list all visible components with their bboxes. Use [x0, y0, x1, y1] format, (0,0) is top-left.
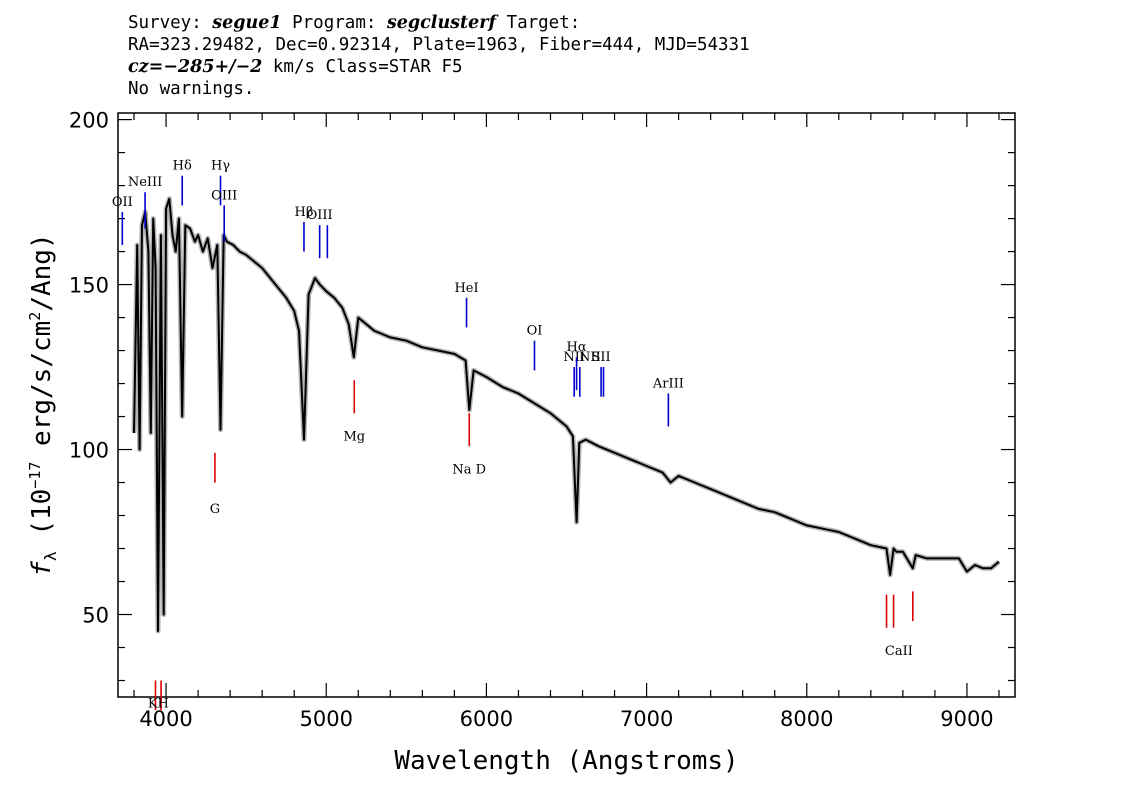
- y-tick-label: 50: [82, 604, 109, 628]
- spectrum-group: [131, 196, 1001, 634]
- survey-label: Survey:: [128, 13, 213, 33]
- spectrum-line: [133, 197, 1000, 632]
- x-tick-label: 7000: [620, 707, 673, 731]
- spectrum-error-band: [131, 196, 1001, 634]
- program-label: Program:: [281, 13, 387, 33]
- absorption-label-G-label: G: [210, 502, 220, 517]
- emission-label-OI: OI: [527, 324, 543, 339]
- emission-label-Hdelta: Hδ: [173, 159, 192, 174]
- absorption-label-NaD-label: Na D: [452, 462, 486, 477]
- x-tick-label: 5000: [300, 707, 353, 731]
- header-line-redshift: cz=−285+/−2 km/s Class=STAR F5: [128, 56, 750, 78]
- emission-label-OIII-4959: OIII: [307, 208, 333, 223]
- spectrum-header: Survey: segue1 Program: segclusterf Targ…: [128, 12, 750, 100]
- y-axis-units-2: erg/s/cm: [27, 321, 57, 462]
- y-axis-lambda: λ: [41, 551, 60, 561]
- y-tick-label: 100: [69, 439, 109, 463]
- emission-label-HeI: HeI: [454, 281, 478, 296]
- absorption-label-KH-label: KH: [148, 697, 169, 712]
- emission-label-NII-6583-label: NII: [579, 350, 601, 365]
- y-axis-units-1: (10: [27, 489, 57, 552]
- y-axis-units-3: /Ang): [27, 233, 57, 311]
- x-tick-label: 8000: [780, 707, 833, 731]
- x-tick-label: 6000: [460, 707, 513, 731]
- y-axis-exp: −17: [26, 462, 44, 489]
- axis-ticks: [118, 113, 1015, 697]
- emission-label-Hgamma: Hγ: [211, 159, 230, 174]
- cz-value: cz=−285+/−2: [128, 57, 263, 77]
- y-tick-label: 150: [69, 274, 109, 298]
- absorption-label-Mg-label: Mg: [343, 429, 365, 444]
- axis-tick-labels: 4000 5000 6000 7000 8000 9000 50 100 150 200: [69, 109, 994, 731]
- emission-label-NII-6548: NII: [563, 350, 585, 365]
- emission-label-ArIII: ArIII: [652, 376, 684, 391]
- target-label: Target:: [496, 13, 581, 33]
- absorption-label-CaII-label: CaII: [885, 644, 913, 659]
- emission-label-NeIII: NeIII: [128, 175, 162, 190]
- x-tick-label: 9000: [940, 707, 993, 731]
- y-axis-title: fλ (10−17 erg/s/cm2/Ang): [26, 233, 60, 576]
- y-axis-exp2: 2: [26, 312, 44, 321]
- emission-label-OIII-4363: OIII: [211, 188, 237, 203]
- emission-label-Hbeta: Hβ: [295, 205, 314, 220]
- plot-frame: [117, 112, 1016, 698]
- header-line-warnings: No warnings.: [128, 79, 255, 99]
- emission-label-OII: OII: [112, 195, 133, 210]
- y-tick-label: 200: [69, 109, 109, 133]
- header-line-coordinates: RA=323.29482, Dec=0.92314, Plate=1963, F…: [128, 35, 750, 55]
- emission-label-Halpha: Hα: [567, 340, 587, 355]
- x-tick-label: 4000: [139, 707, 192, 731]
- header-line-survey: Survey: segue1 Program: segclusterf Targ…: [128, 12, 750, 34]
- class-value: km/s Class=STAR F5: [262, 57, 463, 77]
- y-axis-f: f: [27, 561, 57, 577]
- emission-label-SII-6716: SII: [592, 350, 611, 365]
- survey-value: segue1: [212, 13, 282, 33]
- program-value: segclusterf: [386, 13, 496, 33]
- x-axis-title: Wavelength (Angstroms): [394, 746, 738, 776]
